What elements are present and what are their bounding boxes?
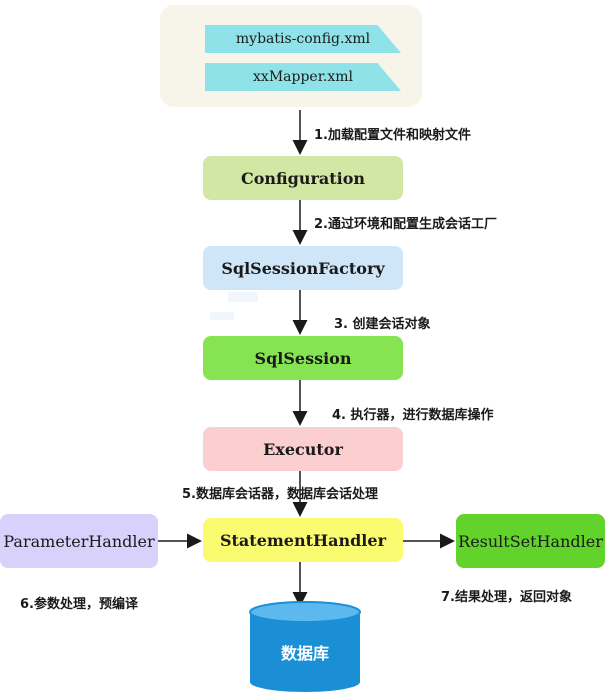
step4-label: 4. 执行器，进行数据库操作 [332,408,494,423]
smudge-artifact [210,312,234,320]
config-files-panel: mybatis-config.xml xxMapper.xml [160,5,422,107]
database-cylinder [249,601,361,692]
mapper-xml-file: xxMapper.xml [205,63,401,91]
step5-label: 5.数据库会话器，数据库会话处理 [182,487,378,502]
statement-handler-node: StatementHandler [203,518,403,562]
step7-label: 7.结果处理，返回对象 [441,590,572,605]
executor-node: Executor [203,427,403,471]
step2-label: 2.通过环境和配置生成会话工厂 [314,217,497,232]
step3-label: 3. 创建会话对象 [334,317,431,332]
step1-label: 1.加载配置文件和映射文件 [314,128,471,143]
smudge-artifact [228,292,258,302]
sql-session-node: SqlSession [203,336,403,380]
result-set-handler-node: ResultSetHandler [456,514,605,568]
mybatis-config-file: mybatis-config.xml [205,25,401,53]
database-label: 数据库 [280,644,329,663]
sql-session-factory-node: SqlSessionFactory [203,246,403,290]
configuration-node: Configuration [203,156,403,200]
step6-label: 6.参数处理，预编译 [20,597,138,612]
parameter-handler-node: ParameterHandler [0,514,158,568]
